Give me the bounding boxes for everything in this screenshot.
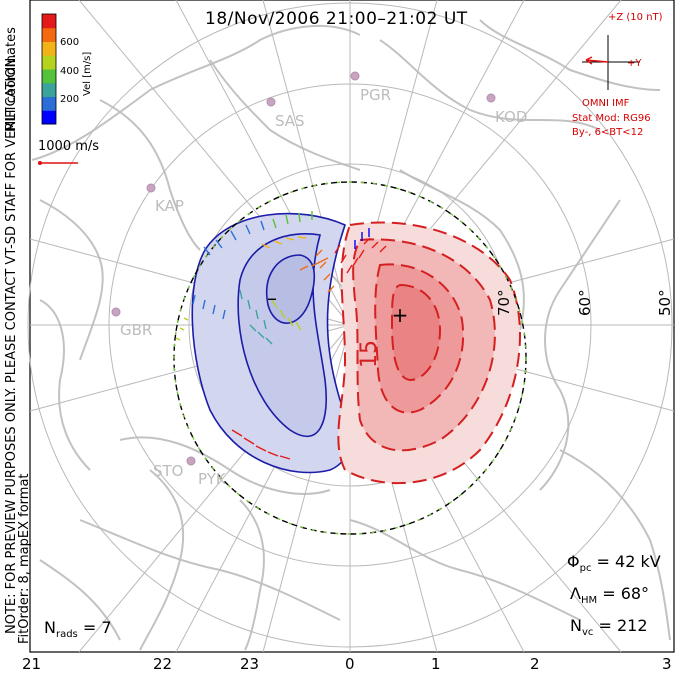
station-markers [111, 71, 496, 466]
mlt-tick: 2 [530, 655, 540, 673]
mlt-tick: 21 [22, 655, 42, 673]
station-label-kod: KOD [495, 108, 528, 126]
colorbar-tick: 400 [60, 66, 80, 77]
station-label-sas: SAS [275, 112, 305, 130]
station-label-pgr: PGR [360, 86, 392, 104]
colorbar-tick: 600 [60, 37, 80, 48]
plot-frame [29, 0, 675, 653]
imf-y-label: +Y [627, 58, 642, 69]
latitude-label: 70° [495, 289, 513, 316]
station-label-sto: STO [153, 462, 184, 480]
imf-source: OMNI IMF [582, 98, 630, 109]
heppner-maynard-latitude: ΛHM = 68° [570, 584, 650, 607]
colorbar-segment [42, 69, 56, 84]
mlt-tick: 3 [662, 655, 672, 673]
colorbar-segment [42, 110, 56, 125]
reference-vector [38, 161, 78, 165]
cross-polar-potential: Φpc = 42 kV [567, 552, 661, 575]
dawn-cell-core [390, 283, 442, 382]
imf-z-label: +Z (10 nT) [608, 12, 663, 23]
station-label-pyk: PYK [198, 470, 226, 488]
latitude-label: 60° [576, 289, 594, 316]
velocity-vectors [175, 211, 387, 460]
colorbar-segment [42, 96, 56, 111]
contour-label: 15 [357, 340, 382, 368]
dusk-cell-core [265, 254, 316, 324]
station-label-kap: KAP [155, 197, 184, 215]
fit-order-note: FitOrder: 8, mapEX format [17, 473, 32, 644]
mlt-tick: 22 [153, 655, 173, 673]
station-label-gbr: GBR [120, 321, 153, 339]
imf-condition: By-, 6<BT<12 [572, 127, 644, 138]
colorbar-label: Vel [m/s] [82, 51, 93, 96]
colorbar-frame [41, 13, 57, 125]
hm-boundary-green [173, 181, 527, 535]
mlt-tick: 0 [345, 655, 355, 673]
colorbar-segment [42, 14, 56, 29]
colorbar-segment [42, 82, 56, 97]
reference-vector-label: 1000 m/s [38, 139, 100, 154]
colorbar-tick: 200 [60, 94, 80, 105]
colorbar-segment [42, 27, 56, 42]
colorbar-segment [42, 41, 56, 56]
imf-model: Stat Mod: RG96 [572, 113, 651, 124]
colorbar [41, 13, 57, 125]
potential-min-marker: – [267, 286, 277, 310]
imf-dial [582, 35, 640, 90]
colorbar-segment [42, 55, 56, 70]
potential-max-marker: + [392, 303, 409, 327]
mlt-tick: 1 [431, 655, 441, 673]
mlt-tick: 23 [240, 655, 260, 673]
radar-count: Nrads = 7 [44, 618, 112, 641]
page-title: 18/Nov/2006 21:00–21:02 UT [205, 9, 468, 29]
vector-count: Nvc = 212 [570, 616, 648, 639]
latitude-label: 50° [656, 289, 674, 316]
